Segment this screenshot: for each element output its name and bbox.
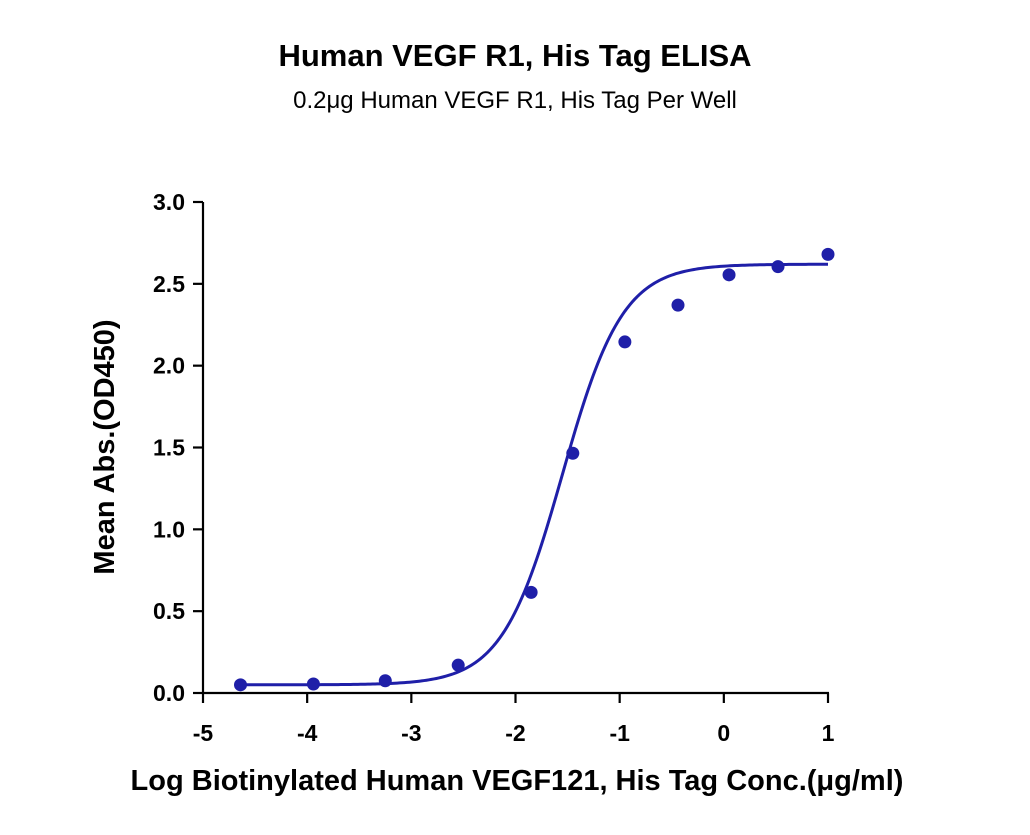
y-tick-label: 0.0 [153, 680, 185, 706]
axes [193, 200, 830, 703]
data-point [306, 677, 320, 691]
x-tick-label: -2 [505, 720, 525, 746]
y-tick-label: 2.0 [153, 353, 185, 379]
fit-curve-layer [240, 262, 828, 687]
x-tick-label: 1 [822, 720, 835, 746]
x-tick-label: -1 [609, 720, 630, 746]
data-point [618, 335, 632, 349]
data-point [821, 247, 835, 261]
y-axis-title: Mean Abs.(OD450) [89, 319, 121, 574]
y-tick-label: 2.5 [153, 271, 185, 297]
y-tick-label: 1.0 [153, 516, 185, 542]
x-tick-label: -4 [297, 720, 318, 746]
data-points [234, 247, 835, 692]
data-point [771, 260, 785, 274]
x-tick-label: -3 [401, 720, 421, 746]
chart-subtitle: 0.2μg Human VEGF R1, His Tag Per Well [293, 87, 737, 114]
data-point [451, 658, 465, 672]
y-tick-label: 1.5 [153, 435, 185, 461]
x-tick-label: 0 [717, 720, 730, 746]
x-axis-title: Log Biotinylated Human VEGF121, His Tag … [131, 765, 904, 797]
data-point [234, 678, 247, 692]
data-point [722, 268, 736, 282]
y-tick-label: 3.0 [153, 189, 185, 215]
data-point [671, 298, 685, 312]
chart-title: Human VEGF R1, His Tag ELISA [278, 38, 752, 73]
x-tick-label: -5 [193, 720, 214, 746]
data-point [524, 585, 538, 599]
data-point [566, 446, 580, 460]
fit-curve [240, 262, 828, 687]
data-point [378, 674, 392, 688]
tick-labels: 0.0 0.5 1.0 1.5 2.0 2.5 3.0 -5 -4 -3 -2 -1 0 1 [153, 189, 835, 746]
y-tick-label: 0.5 [153, 598, 185, 624]
